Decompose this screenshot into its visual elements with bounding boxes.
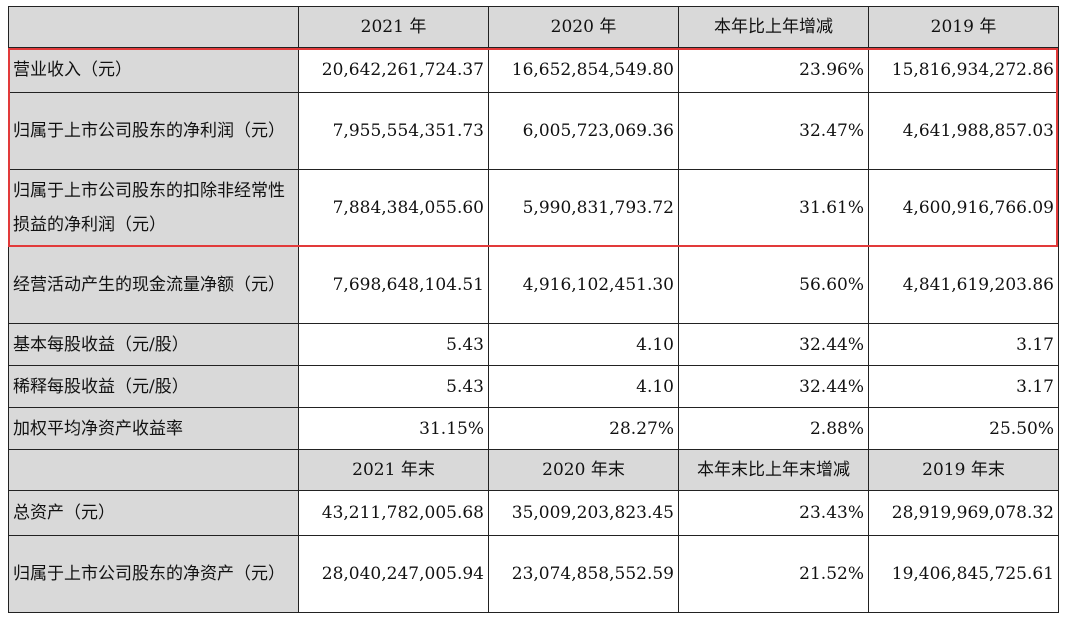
value-change: 2.88% [678, 407, 869, 450]
value-2019: 19,406,845,725.61 [868, 535, 1059, 613]
table-row: 营业收入（元） 20,642,261,724.37 16,652,854,549… [8, 47, 1059, 93]
table-row: 归属于上市公司股东的净利润（元） 7,955,554,351.73 6,005,… [8, 92, 1059, 170]
table-row: 归属于上市公司股东的扣除非经常性损益的净利润（元） 7,884,384,055.… [8, 169, 1059, 247]
value-2020: 6,005,723,069.36 [488, 92, 679, 170]
value-2019: 4,641,988,857.03 [868, 92, 1059, 170]
value-change: 31.61% [678, 169, 869, 247]
financial-summary-table: 2021 年 2020 年 本年比上年增减 2019 年 营业收入（元） 20,… [8, 6, 1059, 613]
row-label: 归属于上市公司股东的净利润（元） [8, 92, 299, 170]
value-2020: 4.10 [488, 365, 679, 408]
value-2020: 16,652,854,549.80 [488, 47, 679, 93]
value-2019: 15,816,934,272.86 [868, 47, 1059, 93]
value-2020: 4.10 [488, 323, 679, 366]
value-2021: 5.43 [298, 323, 489, 366]
value-2019: 25.50% [868, 407, 1059, 450]
value-change: 23.43% [678, 490, 869, 536]
table-row: 归属于上市公司股东的净资产（元） 28,040,247,005.94 23,07… [8, 535, 1059, 613]
table-row: 经营活动产生的现金流量净额（元） 7,698,648,104.51 4,916,… [8, 246, 1059, 324]
value-change: 32.44% [678, 365, 869, 408]
value-2021: 28,040,247,005.94 [298, 535, 489, 613]
value-change: 32.47% [678, 92, 869, 170]
value-change: 23.96% [678, 47, 869, 93]
table-row: 稀释每股收益（元/股） 5.43 4.10 32.44% 3.17 [8, 365, 1059, 408]
header-cell-2019: 2019 年 [868, 6, 1059, 48]
row-label: 归属于上市公司股东的扣除非经常性损益的净利润（元） [8, 169, 299, 247]
value-change: 32.44% [678, 323, 869, 366]
value-2020: 23,074,858,552.59 [488, 535, 679, 613]
row-label: 稀释每股收益（元/股） [8, 365, 299, 408]
value-2020: 5,990,831,793.72 [488, 169, 679, 247]
header-row-annual: 2021 年 2020 年 本年比上年增减 2019 年 [8, 6, 1059, 48]
header-cell-blank [8, 449, 299, 491]
value-change: 56.60% [678, 246, 869, 324]
header-cell-change-end: 本年末比上年末增减 [678, 449, 869, 491]
table-row: 基本每股收益（元/股） 5.43 4.10 32.44% 3.17 [8, 323, 1059, 366]
value-2019: 3.17 [868, 323, 1059, 366]
header-cell-blank [8, 6, 299, 48]
value-2020: 28.27% [488, 407, 679, 450]
header-cell-2019-end: 2019 年末 [868, 449, 1059, 491]
value-2021: 5.43 [298, 365, 489, 408]
header-cell-2021-end: 2021 年末 [298, 449, 489, 491]
header-cell-2020-end: 2020 年末 [488, 449, 679, 491]
value-2021: 7,884,384,055.60 [298, 169, 489, 247]
value-2020: 4,916,102,451.30 [488, 246, 679, 324]
header-row-year-end: 2021 年末 2020 年末 本年末比上年末增减 2019 年末 [8, 449, 1059, 491]
header-cell-2021: 2021 年 [298, 6, 489, 48]
row-label: 营业收入（元） [8, 47, 299, 93]
row-label: 基本每股收益（元/股） [8, 323, 299, 366]
value-2019: 3.17 [868, 365, 1059, 408]
value-2021: 31.15% [298, 407, 489, 450]
value-2019: 4,600,916,766.09 [868, 169, 1059, 247]
table-row: 加权平均净资产收益率 31.15% 28.27% 2.88% 25.50% [8, 407, 1059, 450]
value-2019: 28,919,969,078.32 [868, 490, 1059, 536]
row-label: 加权平均净资产收益率 [8, 407, 299, 450]
row-label: 总资产（元） [8, 490, 299, 536]
value-2020: 35,009,203,823.45 [488, 490, 679, 536]
table-row: 总资产（元） 43,211,782,005.68 35,009,203,823.… [8, 490, 1059, 536]
row-label: 经营活动产生的现金流量净额（元） [8, 246, 299, 324]
value-2021: 7,698,648,104.51 [298, 246, 489, 324]
value-2021: 20,642,261,724.37 [298, 47, 489, 93]
header-cell-change: 本年比上年增减 [678, 6, 869, 48]
value-2021: 43,211,782,005.68 [298, 490, 489, 536]
row-label: 归属于上市公司股东的净资产（元） [8, 535, 299, 613]
value-change: 21.52% [678, 535, 869, 613]
value-2021: 7,955,554,351.73 [298, 92, 489, 170]
header-cell-2020: 2020 年 [488, 6, 679, 48]
value-2019: 4,841,619,203.86 [868, 246, 1059, 324]
